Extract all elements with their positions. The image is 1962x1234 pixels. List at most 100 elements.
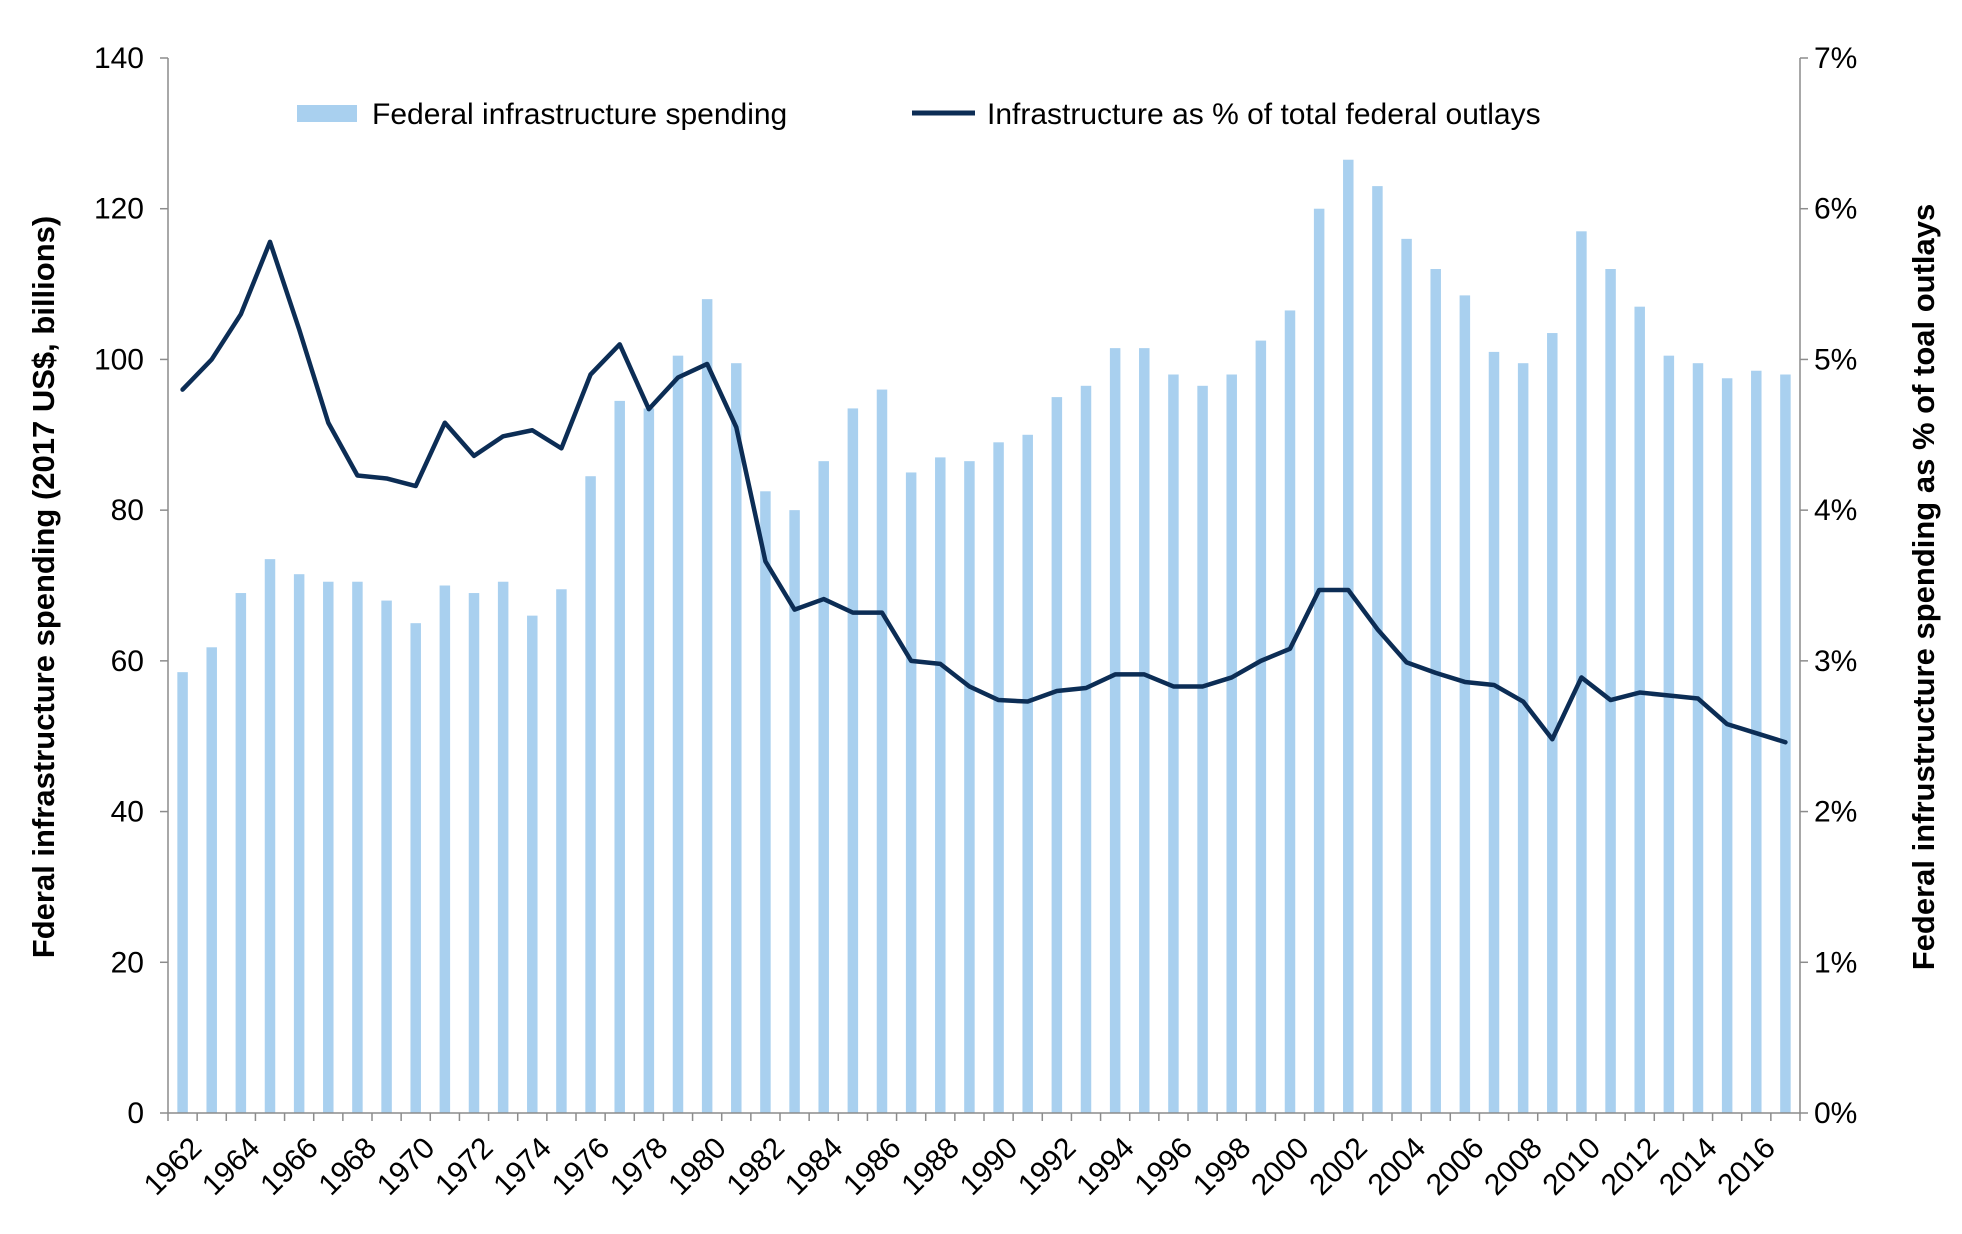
bar-2003 [1372, 186, 1383, 1114]
bar-1991 [1022, 434, 1033, 1113]
x-tick-label: 1970 [371, 1131, 442, 1202]
bar-2005 [1430, 269, 1441, 1113]
x-tick-label: 2000 [1245, 1131, 1316, 1202]
bar-1988 [935, 457, 946, 1113]
y-tick-label: 80 [111, 494, 144, 527]
y2-tick-label: 1% [1814, 946, 1857, 979]
x-tick-label: 1978 [604, 1131, 675, 1202]
bar-2011 [1605, 269, 1616, 1113]
bar-1979 [672, 355, 684, 1113]
y2-tick-label: 0% [1814, 1097, 1857, 1130]
bar-1982 [760, 491, 771, 1113]
bar-2008 [1517, 363, 1529, 1113]
bar-2007 [1488, 351, 1500, 1113]
x-tick-label: 2014 [1653, 1131, 1724, 1202]
x-tick-label: 2008 [1478, 1131, 1549, 1202]
y-tick-label: 20 [111, 946, 144, 979]
bar-1964 [235, 593, 247, 1113]
x-tick-label: 1962 [138, 1131, 209, 1202]
x-tick-label: 2012 [1595, 1131, 1666, 1202]
bar-1994 [1109, 348, 1121, 1114]
bar-1981 [731, 363, 742, 1113]
bar-1971 [439, 585, 451, 1113]
bar-1995 [1139, 348, 1150, 1114]
x-tick-label: 1984 [779, 1131, 850, 1202]
bar-2009 [1547, 333, 1558, 1113]
bars-layer [177, 159, 1791, 1114]
bar-1987 [905, 472, 917, 1114]
y-axis-title-left: Fderal infrastructure spending (2017 US$… [26, 216, 61, 958]
bar-1969 [381, 600, 392, 1113]
bar-1972 [468, 593, 480, 1113]
y-tick-label: 60 [111, 645, 144, 678]
x-tick-label: 1988 [895, 1131, 966, 1202]
bar-1996 [1168, 374, 1179, 1113]
legend-line-label: Infrastructure as % of total federal out… [987, 98, 1541, 131]
bar-1963 [206, 647, 217, 1113]
legend: Federal infrastructure spending Infrastr… [297, 98, 1541, 131]
bar-1998 [1226, 374, 1237, 1113]
bar-2002 [1343, 159, 1354, 1114]
bar-2000 [1284, 310, 1296, 1113]
bar-1999 [1255, 340, 1267, 1114]
y2-tick-label: 7% [1814, 42, 1857, 75]
y-tick-label: 100 [94, 343, 144, 376]
bar-1976 [585, 476, 596, 1114]
bar-1990 [993, 442, 1004, 1113]
legend-bar-label: Federal infrastructure spending [372, 98, 787, 131]
x-tick-label: 1974 [487, 1131, 558, 1202]
bar-1974 [527, 615, 538, 1113]
bar-1968 [352, 581, 363, 1113]
y2-tick-label: 4% [1814, 494, 1857, 527]
bar-2014 [1692, 363, 1704, 1113]
bar-1978 [643, 408, 655, 1113]
bar-1975 [556, 589, 567, 1113]
x-tick-label: 1994 [1070, 1131, 1141, 1202]
x-tick-label: 2010 [1537, 1131, 1608, 1202]
bar-1986 [876, 389, 888, 1113]
y2-tick-label: 5% [1814, 343, 1857, 376]
x-tick-label: 1968 [313, 1131, 384, 1202]
x-tick-label: 1966 [254, 1131, 325, 1202]
bar-1965 [264, 559, 276, 1114]
x-tick-label: 1990 [954, 1131, 1025, 1202]
bar-1967 [323, 581, 334, 1113]
bar-2004 [1401, 238, 1412, 1114]
line-series-pct-outlays [180, 239, 1788, 745]
bar-1970 [410, 623, 421, 1113]
line-layer [180, 239, 1788, 745]
bar-2016 [1751, 370, 1762, 1114]
x-tick-label: 1982 [721, 1131, 792, 1202]
bar-1973 [497, 581, 509, 1113]
bar-1980 [701, 299, 713, 1113]
bar-1989 [964, 461, 975, 1113]
bar-2013 [1663, 355, 1675, 1113]
bar-1983 [789, 510, 800, 1113]
bar-1984 [818, 461, 829, 1113]
x-tick-label: 1996 [1129, 1131, 1200, 1202]
bar-2001 [1313, 208, 1325, 1113]
bar-2015 [1721, 378, 1733, 1113]
x-tick-label: 2004 [1362, 1131, 1433, 1202]
y2-tick-label: 2% [1814, 796, 1857, 829]
legend-bar-swatch [297, 105, 357, 122]
x-tick-label: 2016 [1711, 1131, 1782, 1202]
bar-1993 [1080, 385, 1092, 1113]
x-tick-label: 1964 [196, 1131, 267, 1202]
bar-1985 [847, 408, 859, 1113]
y-tick-label: 140 [94, 42, 144, 75]
x-tick-label: 1992 [1012, 1131, 1083, 1202]
bar-2012 [1634, 306, 1645, 1113]
bar-1977 [614, 400, 625, 1114]
y-tick-label: 120 [94, 193, 144, 226]
y2-tick-label: 6% [1814, 193, 1857, 226]
bar-1962 [177, 672, 188, 1113]
y-tick-label: 40 [111, 796, 144, 829]
bar-2010 [1576, 231, 1587, 1113]
x-tick-label: 1986 [837, 1131, 908, 1202]
x-tick-label: 1998 [1187, 1131, 1258, 1202]
y-tick-label: 0 [127, 1097, 144, 1130]
x-tick-label: 1976 [546, 1131, 617, 1202]
